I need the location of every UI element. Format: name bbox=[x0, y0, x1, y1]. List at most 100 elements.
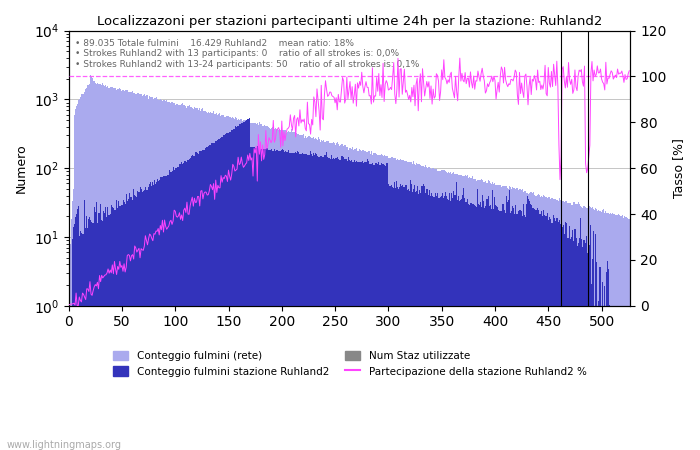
Bar bbox=[621, 216, 622, 450]
Bar bbox=[426, 166, 427, 450]
Bar bbox=[470, 203, 472, 450]
Bar bbox=[498, 210, 499, 450]
Bar bbox=[291, 129, 293, 450]
Bar bbox=[111, 86, 112, 450]
Bar bbox=[556, 200, 557, 450]
Bar bbox=[610, 306, 611, 450]
Bar bbox=[240, 119, 241, 450]
Bar bbox=[523, 204, 524, 450]
Bar bbox=[384, 155, 385, 450]
Bar bbox=[500, 211, 501, 450]
Bar bbox=[593, 209, 594, 450]
Bar bbox=[461, 199, 462, 450]
Bar bbox=[560, 224, 561, 450]
Bar bbox=[368, 151, 369, 450]
Bar bbox=[91, 222, 92, 450]
Bar bbox=[503, 210, 505, 450]
Bar bbox=[564, 234, 566, 450]
Bar bbox=[395, 188, 396, 450]
Bar bbox=[275, 128, 276, 450]
Bar bbox=[442, 170, 443, 450]
Bar bbox=[369, 164, 370, 450]
Bar bbox=[202, 150, 203, 450]
Bar bbox=[94, 207, 95, 450]
Bar bbox=[264, 149, 265, 450]
Bar bbox=[432, 168, 433, 450]
Bar bbox=[465, 202, 466, 450]
Bar bbox=[288, 150, 289, 450]
Bar bbox=[77, 104, 78, 450]
Bar bbox=[136, 197, 137, 450]
Bar bbox=[610, 213, 611, 450]
Bar bbox=[405, 185, 407, 450]
Bar bbox=[233, 129, 234, 450]
Bar bbox=[417, 164, 418, 450]
Bar bbox=[424, 166, 425, 450]
Bar bbox=[101, 220, 102, 450]
Bar bbox=[228, 117, 230, 450]
Bar bbox=[103, 211, 104, 450]
Bar bbox=[109, 88, 110, 450]
Bar bbox=[592, 207, 593, 450]
Bar bbox=[400, 159, 401, 450]
Bar bbox=[309, 137, 311, 450]
Bar bbox=[609, 305, 610, 450]
Bar bbox=[426, 189, 427, 450]
Bar bbox=[219, 139, 220, 450]
Bar bbox=[519, 189, 521, 450]
Bar bbox=[298, 152, 299, 450]
Bar bbox=[509, 186, 510, 450]
Bar bbox=[446, 196, 447, 450]
Bar bbox=[432, 196, 433, 450]
Bar bbox=[595, 234, 596, 450]
Bar bbox=[605, 306, 606, 450]
Bar bbox=[342, 146, 344, 450]
Bar bbox=[515, 189, 517, 450]
Bar bbox=[622, 306, 623, 450]
Bar bbox=[267, 148, 268, 450]
Bar bbox=[486, 183, 487, 450]
Bar bbox=[238, 119, 239, 450]
Bar bbox=[421, 166, 423, 450]
Bar bbox=[153, 185, 154, 450]
Bar bbox=[285, 130, 286, 450]
Bar bbox=[312, 138, 313, 450]
Bar bbox=[134, 94, 136, 450]
Bar bbox=[274, 149, 275, 450]
Bar bbox=[191, 107, 193, 450]
Bar bbox=[199, 151, 201, 450]
Bar bbox=[468, 204, 470, 450]
Bar bbox=[270, 150, 271, 450]
Bar bbox=[270, 129, 271, 450]
Bar bbox=[280, 151, 281, 450]
Bar bbox=[186, 162, 187, 450]
Bar bbox=[197, 154, 199, 450]
Bar bbox=[215, 141, 216, 450]
Bar bbox=[443, 198, 444, 450]
Bar bbox=[160, 177, 162, 450]
Bar bbox=[450, 201, 452, 450]
Bar bbox=[185, 162, 186, 450]
Bar bbox=[577, 204, 578, 450]
Bar bbox=[73, 189, 74, 450]
Bar bbox=[524, 215, 525, 450]
Bar bbox=[218, 114, 219, 450]
Bar bbox=[97, 223, 99, 450]
Bar bbox=[527, 193, 528, 450]
Bar bbox=[356, 161, 358, 450]
Bar bbox=[136, 94, 137, 450]
Bar bbox=[559, 220, 560, 450]
Bar bbox=[221, 137, 222, 450]
Bar bbox=[307, 137, 309, 450]
Bar bbox=[139, 193, 140, 450]
Bar bbox=[242, 122, 244, 450]
Bar bbox=[75, 216, 76, 450]
Bar bbox=[146, 94, 148, 450]
Bar bbox=[383, 156, 384, 450]
Bar bbox=[138, 93, 139, 450]
Bar bbox=[608, 213, 609, 450]
Bar bbox=[235, 126, 236, 450]
Bar bbox=[102, 83, 103, 450]
Bar bbox=[158, 100, 159, 450]
Bar bbox=[399, 187, 400, 450]
